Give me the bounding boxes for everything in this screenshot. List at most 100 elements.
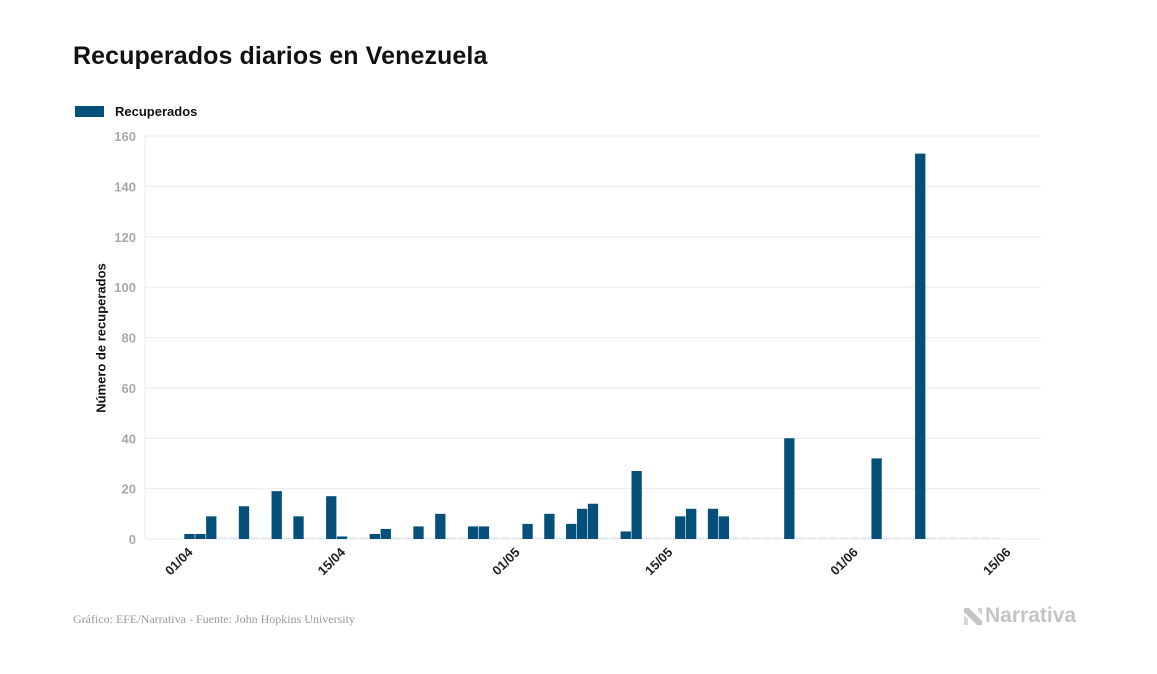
- bar-zero: [348, 537, 358, 539]
- y-axis-ticks: 0 20 40 60 80 100 120 140 160: [114, 129, 136, 547]
- narrativa-logo: Narrativa: [963, 604, 1076, 628]
- chart-title: Recuperados diarios en Venezuela: [73, 42, 488, 70]
- source-credit: Gráfico: EFE/Narrativa - Fuente: John Ho…: [73, 612, 355, 626]
- x-tick-label: 01/06: [827, 545, 861, 579]
- x-tick-label: 01/04: [162, 544, 196, 578]
- bar-zero: [883, 537, 892, 539]
- bar-zero: [926, 537, 936, 539]
- bar-zero: [752, 537, 762, 539]
- bar-zero: [304, 537, 314, 539]
- legend-label: Recuperados: [115, 104, 198, 119]
- narrativa-n-icon: [964, 608, 982, 625]
- y-tick-label: 80: [122, 331, 136, 346]
- bar: [522, 523, 533, 539]
- bar-zero: [697, 537, 707, 539]
- bar-zero: [654, 537, 663, 539]
- y-tick-label: 60: [122, 381, 136, 396]
- bar-zero: [261, 537, 271, 539]
- bar-zero: [970, 537, 980, 539]
- bar: [195, 533, 206, 539]
- bar: [871, 458, 882, 539]
- bar-zero: [992, 537, 1002, 539]
- bar-zero: [501, 537, 511, 539]
- bar: [336, 536, 348, 539]
- legend: Recuperados: [75, 104, 197, 119]
- bar: [718, 516, 730, 539]
- bar: [675, 516, 686, 539]
- x-tick-label: 01/05: [489, 545, 523, 579]
- x-tick-label: 15/05: [642, 545, 676, 579]
- bar-zero: [959, 537, 969, 539]
- bar: [620, 531, 631, 539]
- bar-zero: [424, 537, 434, 539]
- bar-zero: [446, 537, 456, 539]
- bar: [544, 513, 555, 539]
- bar-zero: [392, 537, 402, 539]
- x-tick-label: 15/04: [315, 544, 349, 578]
- y-tick-label: 120: [114, 230, 136, 245]
- y-tick-label: 140: [114, 179, 136, 194]
- legend-swatch: [75, 106, 104, 117]
- bar-zero: [490, 537, 500, 539]
- bar-zero: [610, 537, 620, 539]
- bar-zero: [861, 537, 871, 539]
- bar-zero: [283, 537, 293, 539]
- y-tick-label: 20: [122, 482, 136, 497]
- bar-zero: [981, 537, 991, 539]
- bar: [478, 526, 490, 539]
- bar-zero: [741, 537, 751, 539]
- x-axis-ticks: 01/04 15/04 01/05 15/05 01/06 15/06: [162, 544, 1014, 578]
- bar-zero: [839, 537, 849, 539]
- bar-zero: [228, 537, 238, 539]
- gridlines: [144, 135, 1041, 540]
- bar-zero: [893, 537, 903, 539]
- bar-zero: [599, 537, 609, 539]
- bar: [271, 491, 282, 539]
- bar-zero: [904, 537, 914, 539]
- bar-zero: [457, 537, 467, 539]
- bar: [238, 506, 250, 539]
- bars: [184, 153, 1002, 539]
- bar: [686, 508, 697, 539]
- bar: [467, 526, 479, 539]
- bar-zero: [828, 537, 838, 539]
- bar-zero: [534, 537, 543, 539]
- y-tick-label: 100: [114, 280, 136, 295]
- bar-zero: [850, 537, 860, 539]
- bar-zero: [806, 537, 816, 539]
- bar-zero: [555, 537, 565, 539]
- bar: [587, 503, 599, 539]
- bar: [184, 533, 195, 539]
- logo-text: Narrativa: [985, 604, 1077, 627]
- bar-zero: [763, 537, 772, 539]
- bar-zero: [937, 537, 947, 539]
- bar-zero: [643, 537, 653, 539]
- bar-zero: [512, 537, 522, 539]
- bar-zero: [773, 537, 783, 539]
- bar: [566, 523, 577, 539]
- bar-zero: [817, 537, 827, 539]
- bar: [380, 528, 391, 539]
- bar: [293, 516, 304, 539]
- bar: [369, 533, 381, 539]
- bar-zero: [795, 537, 805, 539]
- y-tick-label: 0: [129, 532, 136, 547]
- bar: [413, 526, 424, 539]
- bar-zero: [315, 537, 325, 539]
- bar-zero: [359, 537, 369, 539]
- bar: [326, 496, 337, 539]
- y-tick-label: 160: [114, 129, 136, 144]
- bar-zero: [730, 537, 740, 539]
- bar: [915, 153, 926, 539]
- bar-zero: [403, 537, 413, 539]
- bar: [631, 470, 642, 539]
- x-tick-label: 15/06: [980, 545, 1014, 579]
- bar: [784, 438, 795, 539]
- bar-zero: [250, 537, 260, 539]
- bar: [206, 516, 217, 539]
- bar: [576, 508, 588, 539]
- bar: [707, 508, 719, 539]
- y-tick-label: 40: [122, 431, 136, 446]
- bar-zero: [217, 537, 227, 539]
